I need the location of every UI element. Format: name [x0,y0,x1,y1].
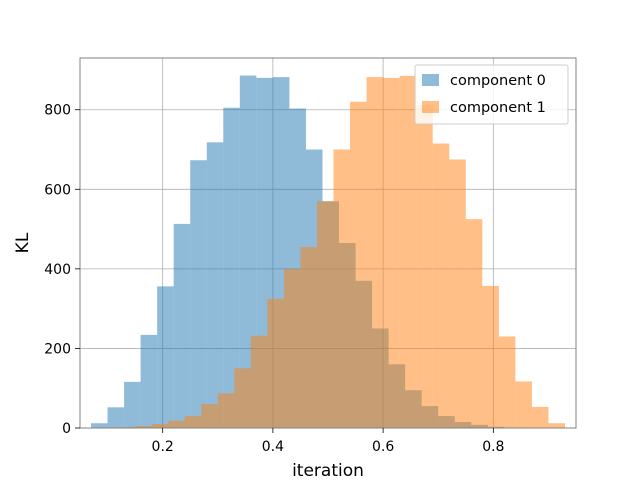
histogram-bar-series-1 [416,105,433,428]
histogram-bar-series-1 [350,102,367,428]
histogram-bar-series-1 [201,404,218,428]
histogram-bar-series-1 [152,424,169,428]
histogram-bar-series-1 [300,247,317,428]
histogram-bar-series-0 [141,335,158,428]
histogram-bar-series-1 [466,219,483,428]
histogram-bar-series-1 [532,407,549,428]
legend-label: component 1 [450,100,546,116]
histogram-bar-series-1 [433,144,450,428]
histogram-bar-series-1 [499,336,516,428]
histogram-bar-series-0 [190,160,207,428]
histogram-bar-series-1 [317,201,334,428]
y-tick-label: 400 [44,262,71,278]
histogram-bar-series-0 [108,407,125,428]
histogram-bar-series-1 [185,416,202,428]
y-tick-label: 0 [62,421,71,437]
histogram-bar-series-1 [251,336,268,428]
legend-swatch [422,101,439,113]
x-tick-label: 0.8 [482,439,504,455]
x-axis-label: iteration [292,461,364,480]
histogram-bar-series-1 [334,150,351,428]
histogram-bar-series-1 [548,423,565,428]
histogram-bar-series-0 [91,423,108,428]
histogram-bar-series-1 [449,159,466,428]
histogram-bar-series-1 [267,299,284,428]
legend-label: component 0 [450,73,546,89]
histogram-bar-series-1 [168,421,185,428]
histogram-bar-series-0 [157,286,174,428]
histogram-bar-series-0 [207,142,224,428]
histogram-bar-series-1 [482,286,499,428]
x-tick-label: 0.4 [262,439,284,455]
histogram-bar-series-1 [400,76,417,428]
legend-swatch [422,74,439,86]
histogram-bar-series-1 [218,393,235,428]
y-tick-label: 800 [44,103,71,119]
histogram-bar-series-1 [234,368,251,428]
legend: component 0 component 1 [415,65,568,124]
histogram-bar-series-1 [367,77,384,428]
histogram-bar-series-0 [124,382,141,428]
histogram-bar-series-1 [515,381,532,428]
x-tick-label: 0.6 [372,439,394,455]
y-tick-label: 600 [44,182,71,198]
histogram-bar-series-0 [174,224,191,428]
y-tick-label: 200 [44,341,71,357]
y-axis-label: KL [13,232,33,253]
histogram-bar-series-1 [284,269,301,428]
histogram-bar-series-1 [383,78,400,428]
x-tick-label: 0.2 [152,439,174,455]
